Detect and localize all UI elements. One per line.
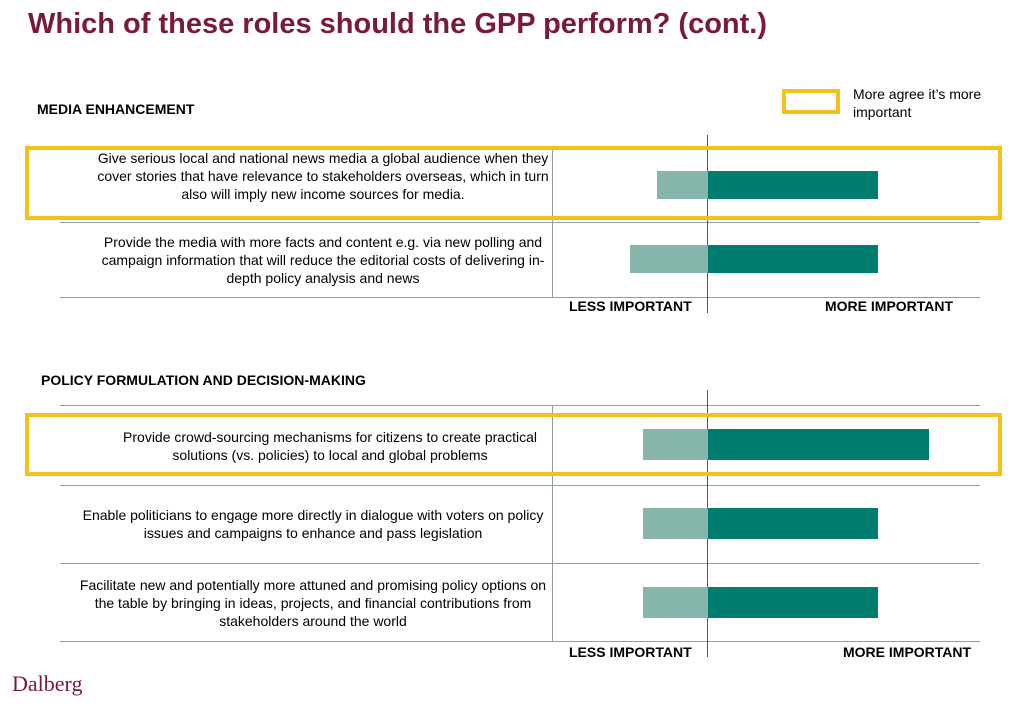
row-divider <box>60 641 980 642</box>
bar-more-important <box>708 508 879 539</box>
bar-more-important <box>708 587 879 618</box>
legend-highlight-swatch <box>782 89 840 114</box>
bar-less-important <box>629 245 708 273</box>
axis-label-more-important: MORE IMPORTANT <box>825 298 954 314</box>
section-heading-media: MEDIA ENHANCEMENT <box>37 101 195 117</box>
zero-axis-line <box>707 135 708 313</box>
page-title: Which of these roles should the GPP perf… <box>28 8 768 40</box>
row-divider <box>60 485 980 486</box>
row-divider <box>60 405 980 406</box>
dalberg-logo: Dalberg <box>12 671 83 696</box>
row-label-policy-options: Facilitate new and potentially more attu… <box>79 577 547 629</box>
bar-more-important <box>708 245 879 273</box>
column-divider <box>552 405 553 641</box>
row-label-global-audience: Give serious local and national news med… <box>97 150 549 202</box>
row-divider <box>60 222 980 223</box>
row-label-facts-content: Provide the media with more facts and co… <box>101 234 545 286</box>
legend-text: More agree it’s more important <box>853 86 982 120</box>
row-label-crowd-sourcing: Provide crowd-sourcing mechanisms for ci… <box>123 429 537 463</box>
bar-more-important <box>708 171 879 199</box>
row-divider <box>60 297 980 298</box>
row-label-politician-dialogue: Enable politicians to engage more direct… <box>82 507 544 541</box>
bar-less-important <box>643 587 708 618</box>
axis-label-more-important: MORE IMPORTANT <box>843 644 972 660</box>
bar-more-important <box>708 429 930 460</box>
bar-less-important <box>643 429 708 460</box>
highlight-frame <box>25 413 1002 476</box>
bar-less-important <box>656 171 708 199</box>
highlight-frame <box>25 146 1002 220</box>
column-divider <box>552 146 553 297</box>
axis-label-less-important: LESS IMPORTANT <box>569 644 692 660</box>
axis-label-less-important: LESS IMPORTANT <box>569 298 692 314</box>
bar-less-important <box>643 508 708 539</box>
section-heading-policy: POLICY FORMULATION AND DECISION-MAKING <box>41 372 366 388</box>
row-divider <box>60 563 980 564</box>
